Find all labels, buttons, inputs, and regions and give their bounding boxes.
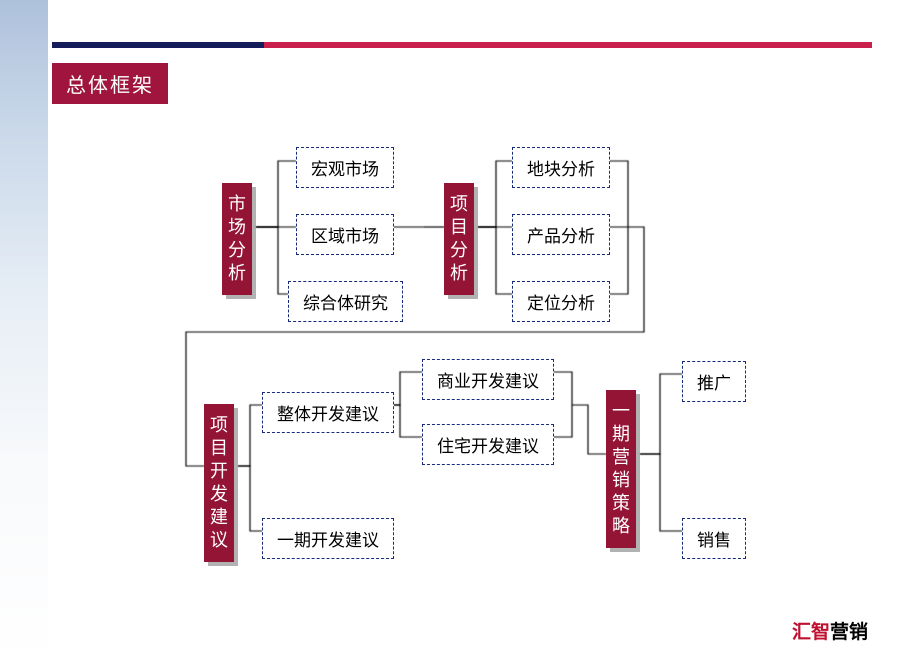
- node-phase1-sales: 一期营销策略: [606, 390, 636, 548]
- top-bar-navy: [52, 42, 264, 48]
- node-dev-suggestion: 项目开发建议: [204, 404, 234, 562]
- node-position-analysis: 定位分析: [512, 281, 610, 322]
- node-overall-dev: 整体开发建议: [262, 392, 394, 433]
- node-commercial-dev: 商业开发建议: [422, 359, 554, 400]
- page-title: 总体框架: [52, 63, 168, 104]
- node-land-analysis: 地块分析: [512, 147, 610, 188]
- footer-brand: 汇智营销: [792, 617, 868, 644]
- node-macro-market: 宏观市场: [296, 147, 394, 188]
- node-complex-research: 综合体研究: [288, 281, 403, 322]
- top-bar: [52, 42, 872, 48]
- node-sales: 销售: [682, 518, 746, 559]
- node-regional-market: 区域市场: [296, 214, 394, 255]
- node-product-analysis: 产品分析: [512, 214, 610, 255]
- footer-brand-black: 营销: [830, 622, 868, 643]
- node-phase1-dev: 一期开发建议: [262, 518, 394, 559]
- top-bar-red: [264, 42, 872, 48]
- node-market-analysis: 市场分析: [222, 183, 252, 295]
- node-project-analysis: 项目分析: [444, 183, 474, 295]
- footer-brand-red: 汇智: [792, 622, 830, 643]
- node-promotion: 推广: [682, 361, 746, 402]
- node-residential-dev: 住宅开发建议: [422, 424, 554, 465]
